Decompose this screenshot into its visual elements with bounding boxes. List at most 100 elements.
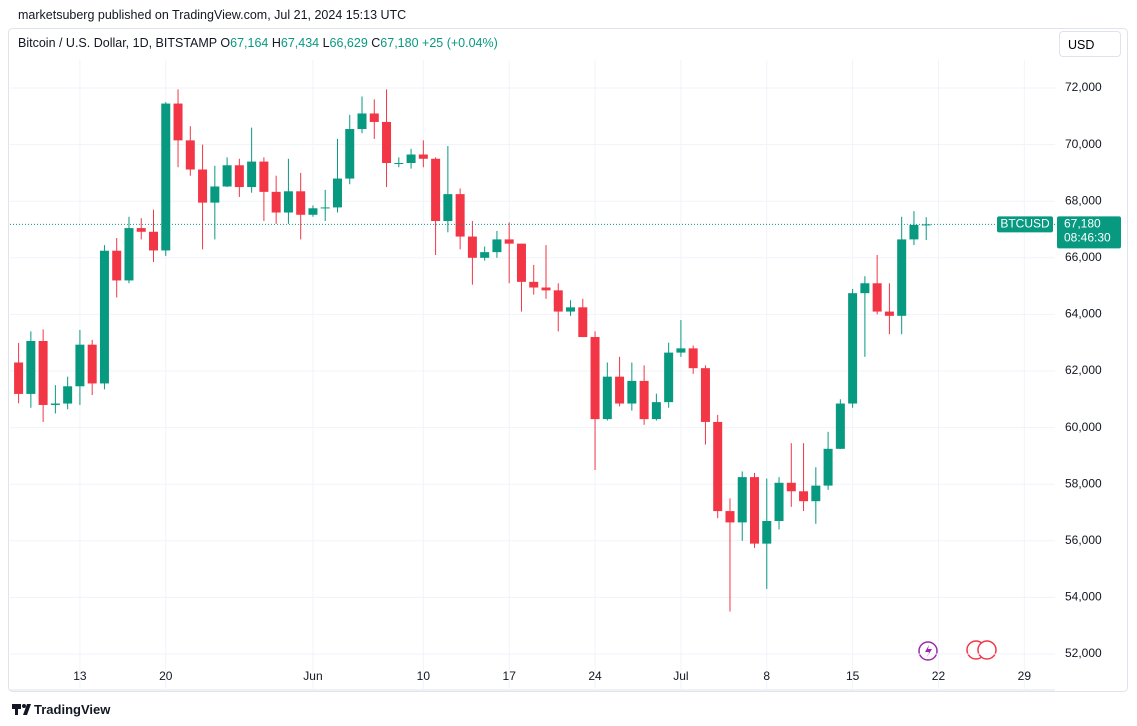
candle-body bbox=[811, 485, 821, 502]
y-tick-label: 62,000 bbox=[1065, 363, 1102, 377]
candle-body bbox=[700, 368, 710, 422]
low: 66,629 bbox=[329, 36, 368, 50]
candle-body bbox=[566, 307, 576, 312]
y-tick-label: 58,000 bbox=[1065, 476, 1102, 490]
candle-body bbox=[750, 477, 760, 544]
candle-body bbox=[884, 311, 894, 316]
candle-body bbox=[664, 352, 674, 403]
candle-body bbox=[259, 161, 269, 192]
candle-body bbox=[799, 491, 809, 502]
x-tick-label: 10 bbox=[417, 669, 431, 683]
candle-body bbox=[480, 252, 490, 258]
candle-body bbox=[921, 224, 931, 226]
candle-body bbox=[234, 165, 244, 188]
countdown-text: 08:46:30 bbox=[1064, 231, 1111, 245]
open: 67,164 bbox=[230, 36, 269, 50]
candle-body bbox=[87, 344, 97, 384]
change: +25 (+0.04%) bbox=[422, 36, 498, 50]
y-tick-label: 52,000 bbox=[1065, 646, 1102, 660]
legend: Bitcoin / U.S. Dollar, 1D, BITSTAMP O67,… bbox=[18, 36, 498, 50]
candle-body bbox=[320, 207, 330, 209]
candle-body bbox=[688, 348, 698, 369]
candle-body bbox=[541, 287, 551, 291]
candle-body bbox=[651, 402, 661, 420]
candle-body bbox=[713, 421, 723, 512]
candle-body bbox=[737, 477, 747, 523]
symbol-tag bbox=[997, 216, 1053, 233]
candle-body bbox=[149, 231, 159, 251]
price-tag bbox=[1057, 216, 1121, 249]
candle-body bbox=[872, 283, 882, 312]
candle-body bbox=[848, 293, 858, 404]
candle-body bbox=[823, 448, 833, 486]
x-tick-label: 22 bbox=[932, 669, 946, 683]
high: 67,434 bbox=[280, 36, 320, 50]
candle-body bbox=[369, 113, 379, 122]
candle-body bbox=[136, 228, 146, 232]
candle-body bbox=[185, 140, 195, 170]
candle-body bbox=[516, 243, 526, 282]
frame bbox=[8, 28, 1128, 692]
candle-body bbox=[406, 154, 416, 163]
candle-body bbox=[590, 337, 600, 420]
candle-body bbox=[124, 228, 134, 281]
candle-body bbox=[210, 186, 220, 203]
currency-button[interactable]: USD bbox=[1059, 31, 1121, 57]
candle-body bbox=[578, 307, 588, 338]
x-tick-label: Jul bbox=[673, 669, 688, 683]
x-tick-label: 20 bbox=[159, 669, 173, 683]
y-tick-label: 70,000 bbox=[1065, 137, 1102, 151]
candle-body bbox=[774, 482, 784, 521]
candle-body bbox=[63, 386, 73, 404]
y-tick-label: 66,000 bbox=[1065, 250, 1102, 264]
o-label: O bbox=[220, 36, 231, 50]
y-tick-label: 68,000 bbox=[1065, 193, 1102, 207]
candle-body bbox=[418, 154, 428, 159]
candle-body bbox=[909, 224, 919, 240]
x-tick-label: 13 bbox=[73, 669, 87, 683]
brand-logo bbox=[12, 704, 31, 715]
candle-body bbox=[198, 169, 208, 203]
y-tick-label: 64,000 bbox=[1065, 307, 1102, 321]
candle-body bbox=[173, 103, 183, 141]
candle-body bbox=[382, 121, 392, 163]
y-tick-label: 60,000 bbox=[1065, 420, 1102, 434]
candle-body bbox=[492, 239, 502, 253]
candle-body bbox=[529, 281, 539, 288]
candle-body bbox=[602, 376, 612, 420]
symbol: Bitcoin / U.S. Dollar, 1D, BITSTAMP bbox=[18, 36, 217, 50]
candle-body bbox=[112, 250, 122, 281]
candle-body bbox=[50, 403, 60, 405]
candle-body bbox=[247, 161, 257, 188]
candle-body bbox=[332, 178, 342, 208]
candle-body bbox=[897, 239, 907, 316]
l-label: L bbox=[322, 36, 330, 50]
price-tag-text: 67,180 bbox=[1064, 217, 1101, 231]
candle-body bbox=[443, 194, 453, 222]
y-tick-label: 56,000 bbox=[1065, 533, 1102, 547]
event-icons bbox=[918, 640, 997, 661]
candle-body bbox=[835, 403, 845, 449]
candle-body bbox=[725, 511, 735, 523]
footer-brand: TradingView bbox=[34, 702, 111, 717]
y-tick-label: 54,000 bbox=[1065, 590, 1102, 604]
candle-body bbox=[455, 194, 465, 237]
candle-body bbox=[283, 191, 293, 213]
candle-body bbox=[504, 239, 514, 244]
candle-body bbox=[161, 103, 171, 251]
candle-body bbox=[676, 348, 686, 353]
h-label: H bbox=[271, 36, 281, 50]
candle-body bbox=[639, 380, 649, 420]
x-tick-label: 8 bbox=[763, 669, 770, 683]
x-tick-label: 15 bbox=[846, 669, 860, 683]
candle-body bbox=[14, 362, 24, 394]
candle-body bbox=[345, 129, 355, 179]
candle-body bbox=[308, 208, 318, 215]
candle-body bbox=[786, 482, 796, 492]
candle-body bbox=[296, 191, 306, 215]
candle-body bbox=[467, 236, 477, 258]
y-tick-label: 72,000 bbox=[1065, 80, 1102, 94]
candle-body bbox=[271, 191, 281, 213]
